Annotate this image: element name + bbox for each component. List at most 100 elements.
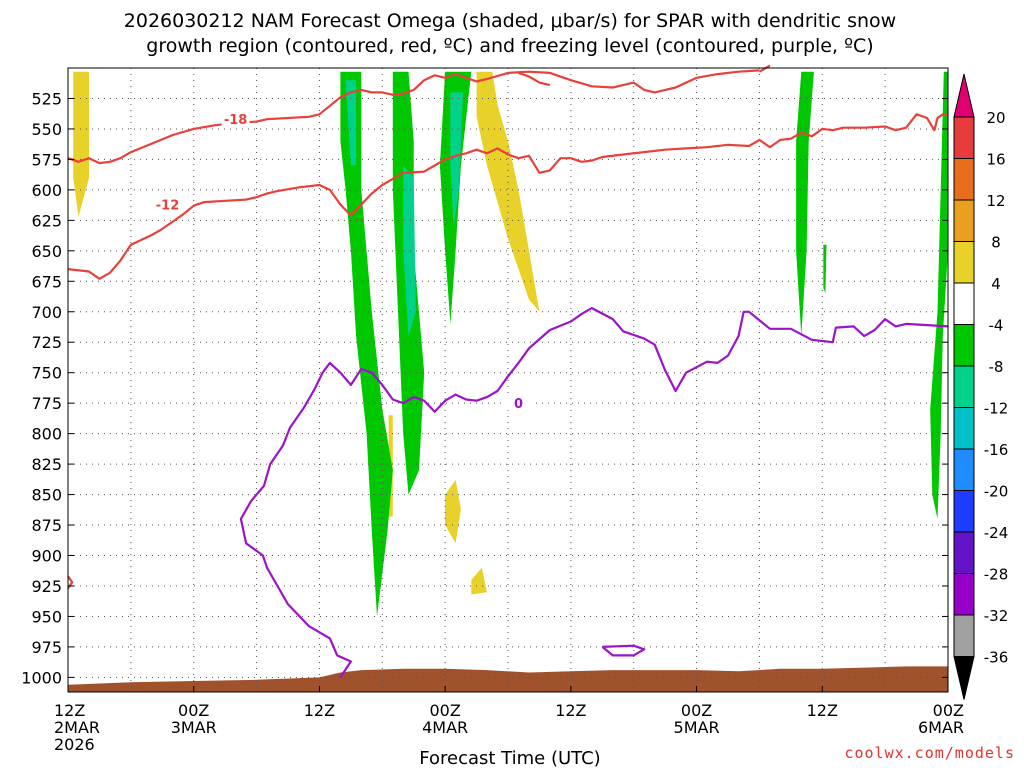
x-tick-label-0-2: 2MAR xyxy=(54,718,100,737)
y-tick-label-600: 600 xyxy=(31,181,62,200)
x-tick-label-5-1: 00Z xyxy=(681,701,712,720)
omega-upward-4-8-b xyxy=(476,71,540,312)
omega-downward-8-12-a xyxy=(403,165,416,337)
y-tick-label-1000: 1000 xyxy=(21,668,62,687)
y-tick-label-525: 525 xyxy=(31,89,62,108)
gridlines xyxy=(68,68,948,692)
y-tick-label-650: 650 xyxy=(31,242,62,261)
x-tick-label-7-1: 00Z xyxy=(933,701,964,720)
y-tick-label-800: 800 xyxy=(31,425,62,444)
y-tick-label-925: 925 xyxy=(31,577,62,596)
colorbar-label-5: -4 xyxy=(989,317,1004,335)
contour-freezing-level-0C-loop xyxy=(601,644,646,657)
colorbar-label-10: -24 xyxy=(984,524,1009,542)
x-tick-label-6-1: 12Z xyxy=(807,701,838,720)
colorbar-label-2: 12 xyxy=(986,192,1005,210)
x-tick-label-0-1: 12Z xyxy=(54,701,85,720)
x-tick-label-0-3: 2026 xyxy=(54,735,95,754)
colorbar-label-9: -20 xyxy=(984,483,1009,501)
colorbar-bin-2 xyxy=(953,199,975,242)
omega-downward-8-12-b xyxy=(450,92,463,227)
contour-minus-18C xyxy=(67,69,760,165)
plot-area: -18 -12 0 xyxy=(67,64,949,692)
colorbar-under-arrow xyxy=(953,656,975,700)
colorbar-bin-6 xyxy=(953,365,975,408)
colorbar-bin-0 xyxy=(953,116,975,159)
colorbar-bin-9 xyxy=(953,490,975,533)
omega-downward-4-8-a xyxy=(340,71,393,617)
colorbar-bin-5 xyxy=(953,324,975,367)
y-tick-label-625: 625 xyxy=(31,211,62,230)
x-tick-label-3-2: 4MAR xyxy=(422,718,468,737)
colorbar-label-4: 4 xyxy=(991,275,1001,293)
colorbar-label-7: -12 xyxy=(984,400,1009,418)
omega-downward-4-8-f xyxy=(930,71,948,519)
x-tick-label-4-1: 12Z xyxy=(555,701,586,720)
contour-layer: -18 -12 0 xyxy=(67,64,949,679)
title-line-1: 2026030212 NAM Forecast Omega (shaded, μ… xyxy=(124,10,896,32)
contour-label-minus-18C: -18 xyxy=(224,113,248,128)
colorbar-bin-8 xyxy=(953,448,975,491)
colorbar-label-1: 16 xyxy=(986,151,1005,169)
omega-upward-4-8-a xyxy=(73,71,89,217)
title-line-2: growth region (contoured, red, ºC) and f… xyxy=(146,35,873,57)
colorbar-label-0: 20 xyxy=(986,109,1005,127)
y-tick-label-725: 725 xyxy=(31,333,62,352)
contour-minus-18C-upper-right xyxy=(518,71,551,87)
y-tick-label-775: 775 xyxy=(31,394,62,413)
omega-shading-layer xyxy=(73,71,948,617)
contour-minus-18C-top-right xyxy=(758,64,771,73)
x-tick-label-7-2: 6MAR xyxy=(918,718,964,737)
colorbar-bin-12 xyxy=(953,614,975,657)
omega-downward-4-8-d xyxy=(796,71,814,337)
y-tick-label-575: 575 xyxy=(31,150,62,169)
plot-frame xyxy=(67,67,949,693)
colorbar-bin-1 xyxy=(953,158,975,201)
x-tick-label-3-1: 00Z xyxy=(429,701,460,720)
contour-label-minus-12C: -12 xyxy=(156,199,180,214)
colorbar-label-3: 8 xyxy=(991,234,1001,252)
colorbar: 20 16 12 8 4 -4 -8 -12 -16 -20 -24 -28 -32 -36 xyxy=(953,73,1009,700)
colorbar-bin-7 xyxy=(953,407,975,450)
colorbar-bin-3 xyxy=(953,241,975,284)
y-tick-label-975: 975 xyxy=(31,638,62,657)
y-tick-label-950: 950 xyxy=(31,607,62,626)
terrain-layer xyxy=(68,666,948,692)
x-tick-label-2-1: 12Z xyxy=(304,701,335,720)
y-tick-label-675: 675 xyxy=(31,272,62,291)
omega-upward-4-8-e xyxy=(471,567,487,595)
y-axis: 525 550 575 600 625 650 675 700 725 750 775 800 825 8… xyxy=(21,89,948,687)
y-tick-label-875: 875 xyxy=(31,516,62,535)
x-tick-label-1-1: 00Z xyxy=(178,701,209,720)
contour-minus-12C xyxy=(67,113,949,280)
colorbar-label-11: -28 xyxy=(984,566,1009,584)
colorbar-label-12: -32 xyxy=(984,607,1009,625)
colorbar-label-6: -8 xyxy=(989,358,1004,376)
colorbar-label-8: -16 xyxy=(984,441,1009,459)
omega-upward-4-8-d xyxy=(445,479,461,544)
x-tick-label-5-2: 5MAR xyxy=(674,718,720,737)
contour-label-freezing-level-0C: 0 xyxy=(514,397,523,412)
y-tick-label-900: 900 xyxy=(31,547,62,566)
y-tick-label-850: 850 xyxy=(31,486,62,505)
ground xyxy=(68,666,948,692)
y-tick-label-700: 700 xyxy=(31,303,62,322)
contour-label-bg-minus-18C xyxy=(221,111,250,127)
omega-downward-8-12-c xyxy=(345,80,357,166)
colorbar-bin-10 xyxy=(953,531,975,574)
x-tick-label-1-2: 3MAR xyxy=(171,718,217,737)
contour-label-bg-freezing-level-0C xyxy=(504,395,533,411)
x-axis-label: Forecast Time (UTC) xyxy=(419,748,600,768)
credit-text: coolwx.com/models xyxy=(844,744,1015,762)
colorbar-label-13: -36 xyxy=(984,649,1009,667)
y-tick-label-550: 550 xyxy=(31,120,62,139)
y-tick-label-750: 750 xyxy=(31,364,62,383)
contour-freezing-level-0C xyxy=(239,307,949,679)
colorbar-bin-11 xyxy=(953,573,975,616)
contour-label-bg-minus-12C xyxy=(153,196,182,212)
colorbar-bin-4 xyxy=(953,282,975,325)
y-tick-label-825: 825 xyxy=(31,455,62,474)
